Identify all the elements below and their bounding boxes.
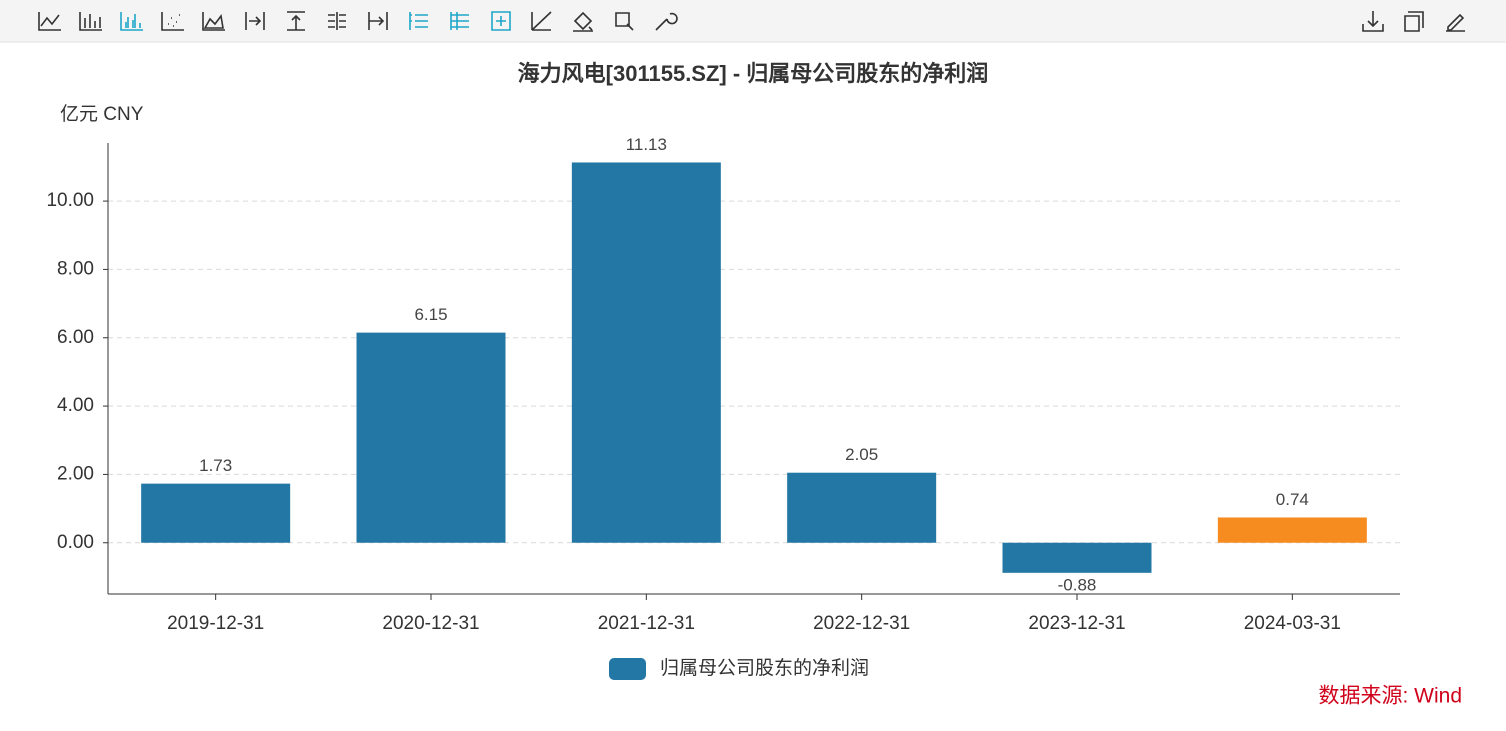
data-label: 11.13 <box>626 135 667 154</box>
toolbar-icon[interactable] <box>1362 11 1384 32</box>
bar <box>141 483 291 543</box>
data-label: 0.74 <box>1276 490 1309 509</box>
bar <box>1217 517 1367 543</box>
x-tick-label: 2024-03-31 <box>1244 613 1341 634</box>
y-tick-label: 6.00 <box>57 327 94 348</box>
toolbar <box>0 0 1506 42</box>
toolbar-icon[interactable] <box>450 12 469 30</box>
y-tick-label: 2.00 <box>57 463 94 484</box>
toolbar-icons <box>38 11 1465 32</box>
y-axis-label: 亿元 CNY <box>60 103 144 125</box>
chart-title: 海力风电[301155.SZ] - 归属母公司股东的净利润 <box>518 61 989 86</box>
y-tick-label: 8.00 <box>57 258 94 279</box>
toolbar-icon[interactable] <box>161 12 184 31</box>
toolbar-icon[interactable] <box>202 12 225 31</box>
y-tick-label: 0.00 <box>57 532 94 553</box>
y-tick-label: 4.00 <box>57 395 94 416</box>
toolbar-icon[interactable] <box>531 11 552 31</box>
toolbar-icon[interactable] <box>1446 13 1465 32</box>
x-tick-label: 2021-12-31 <box>598 613 695 634</box>
source-note: 数据来源: Wind <box>1318 685 1462 708</box>
toolbar-icon[interactable] <box>1404 11 1424 32</box>
toolbar-icon[interactable] <box>79 12 102 31</box>
bar <box>571 162 721 543</box>
toolbar-icon[interactable] <box>38 12 61 31</box>
toolbar-icon[interactable] <box>491 11 511 31</box>
x-tick-label: 2022-12-31 <box>813 613 910 634</box>
toolbar-icon[interactable] <box>120 12 143 31</box>
bar <box>787 472 937 543</box>
bar <box>1002 542 1152 573</box>
x-tick-label: 2020-12-31 <box>382 613 479 634</box>
legend-swatch[interactable] <box>609 658 646 680</box>
legend-label: 归属母公司股东的净利润 <box>660 657 869 679</box>
x-tick-label: 2019-12-31 <box>167 613 264 634</box>
data-label: 2.05 <box>845 445 878 464</box>
toolbar-icon[interactable] <box>573 11 593 32</box>
toolbar-icon[interactable] <box>245 12 265 30</box>
data-label: -0.88 <box>1058 575 1097 594</box>
data-label: 1.73 <box>199 456 232 475</box>
toolbar-icon[interactable] <box>368 12 388 30</box>
data-label: 6.15 <box>414 305 447 324</box>
toolbar-icon[interactable] <box>287 11 305 31</box>
toolbar-icon[interactable] <box>328 12 346 30</box>
x-tick-label: 2023-12-31 <box>1028 613 1125 634</box>
bar <box>356 332 506 543</box>
toolbar-icon[interactable] <box>655 12 678 31</box>
toolbar-icon[interactable] <box>615 12 634 31</box>
toolbar-icon[interactable] <box>409 12 428 30</box>
y-tick-label: 10.00 <box>46 190 94 211</box>
